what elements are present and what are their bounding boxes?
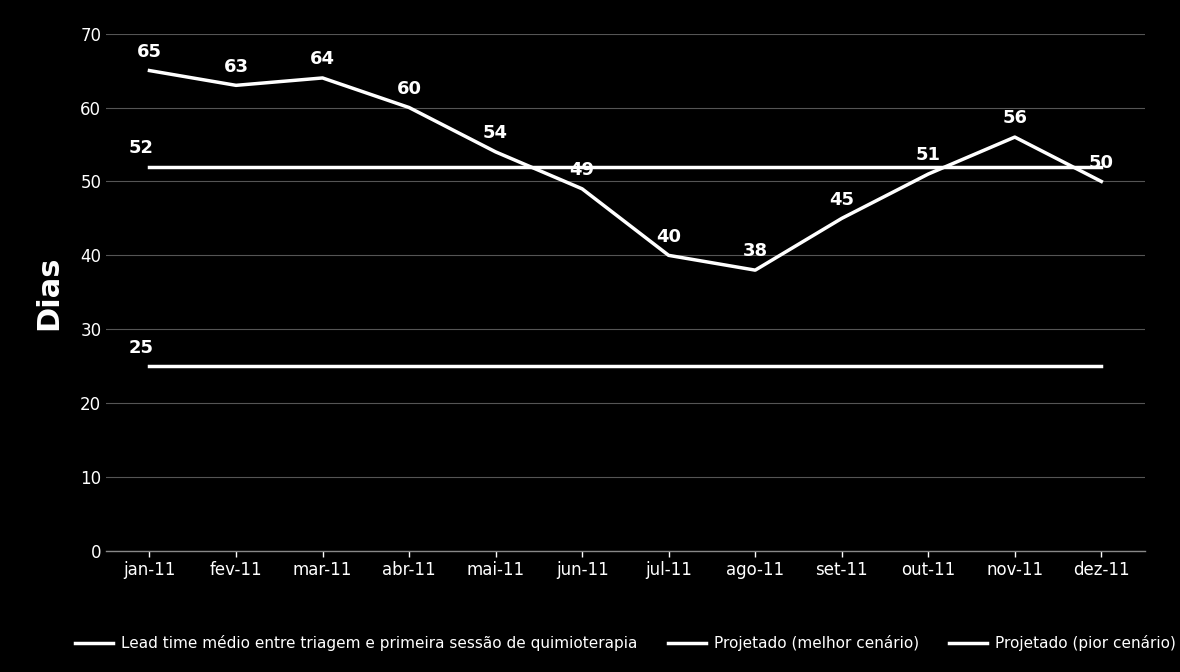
Text: 54: 54 [483,124,509,142]
Text: 25: 25 [129,339,153,357]
Y-axis label: Dias: Dias [34,255,64,329]
Text: 52: 52 [129,139,153,157]
Text: 51: 51 [916,146,940,165]
Text: 63: 63 [223,58,249,76]
Text: 56: 56 [1002,110,1028,128]
Text: 45: 45 [830,191,854,209]
Text: 49: 49 [570,161,595,179]
Text: 38: 38 [742,243,768,261]
Text: 60: 60 [396,80,421,98]
Text: 40: 40 [656,228,681,246]
Text: 65: 65 [137,43,162,61]
Text: 50: 50 [1089,154,1114,172]
Text: 64: 64 [310,50,335,69]
Legend: Lead time médio entre triagem e primeira sessão de quimioterapia, Projetado (mel: Lead time médio entre triagem e primeira… [68,629,1180,657]
